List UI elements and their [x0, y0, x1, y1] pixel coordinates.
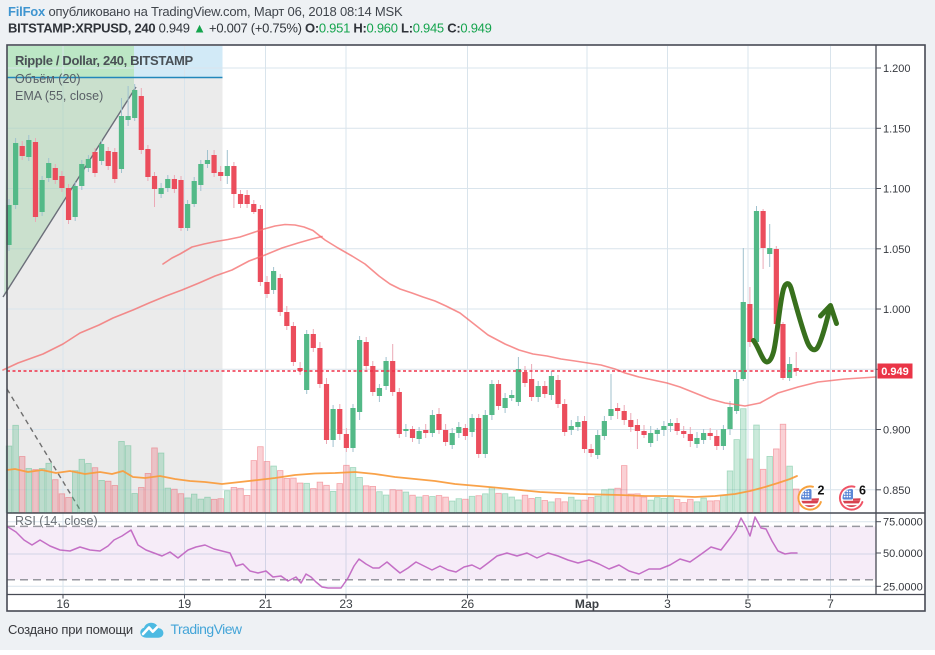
svg-text:EMA (55, close): EMA (55, close) [15, 89, 103, 103]
svg-text:BITSTAMP:XRPUSD, 240 0.949 ▲ +: BITSTAMP:XRPUSD, 240 0.949 ▲ +0.007 (+0.… [8, 21, 492, 36]
svg-text:1.000: 1.000 [883, 304, 911, 316]
svg-text:RSI (14, close): RSI (14, close) [15, 514, 98, 528]
svg-text:50.0000: 50.0000 [883, 548, 923, 560]
svg-text:Объём (20): Объём (20) [15, 72, 81, 86]
svg-text:19: 19 [178, 597, 192, 611]
svg-text:FilFox опубликовано на Trading: FilFox опубликовано на TradingView.com, … [8, 4, 403, 19]
svg-text:26: 26 [461, 597, 475, 611]
svg-text:Ripple / Dollar, 240, BITSTAMP: Ripple / Dollar, 240, BITSTAMP [15, 53, 193, 68]
svg-text:1.150: 1.150 [883, 123, 911, 135]
svg-text:0.850: 0.850 [883, 485, 911, 497]
svg-text:75.0000: 75.0000 [883, 517, 923, 529]
svg-text:16: 16 [56, 597, 70, 611]
svg-text:1.050: 1.050 [883, 244, 911, 256]
svg-text:7: 7 [827, 597, 834, 611]
svg-text:Создано при помощи: Создано при помощи [8, 622, 133, 637]
svg-text:Мар: Мар [575, 597, 599, 611]
svg-text:21: 21 [259, 597, 273, 611]
svg-text:0.900: 0.900 [883, 425, 911, 437]
svg-text:6: 6 [859, 484, 866, 498]
svg-text:2: 2 [818, 484, 825, 498]
svg-text:1.100: 1.100 [883, 184, 911, 196]
svg-text:5: 5 [745, 597, 752, 611]
svg-text:25.0000: 25.0000 [883, 581, 923, 593]
svg-text:1.200: 1.200 [883, 63, 911, 75]
svg-text:TradingView: TradingView [171, 621, 243, 637]
svg-text:0.949: 0.949 [881, 366, 909, 378]
svg-text:3: 3 [664, 597, 671, 611]
svg-text:23: 23 [339, 597, 353, 611]
